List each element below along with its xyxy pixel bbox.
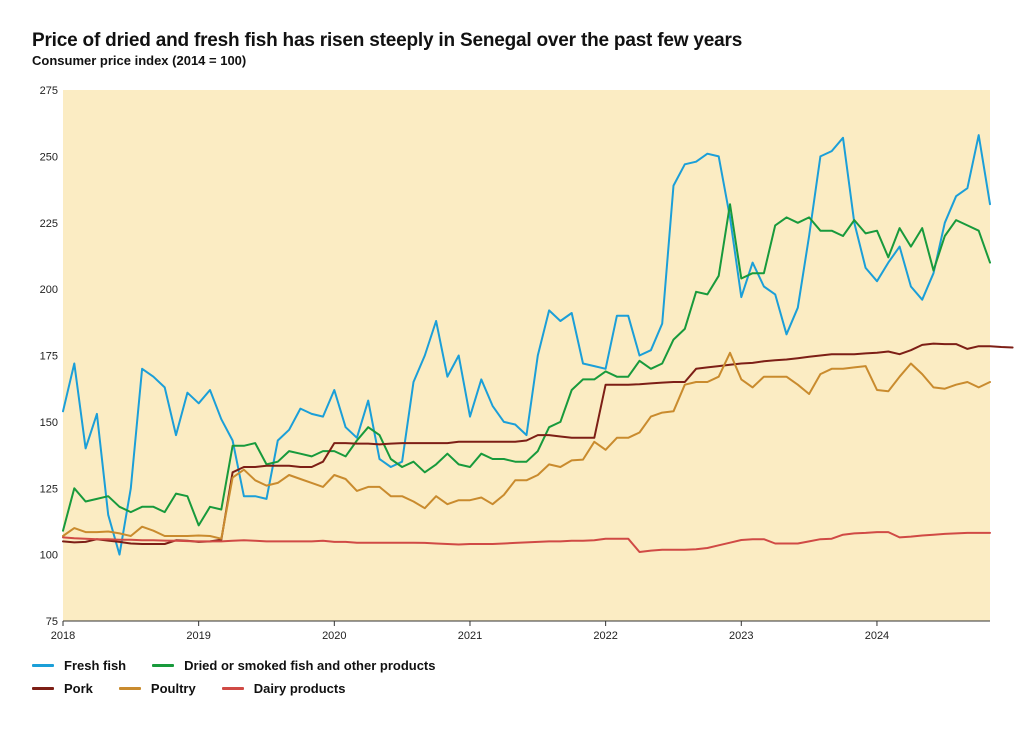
chart-legend: Fresh fish Dried or smoked fish and other…: [32, 654, 462, 700]
x-tick-label: 2019: [186, 630, 210, 642]
legend-label: Pork: [64, 681, 93, 696]
legend-label: Dried or smoked fish and other products: [184, 658, 436, 673]
x-tick-label: 2022: [593, 630, 617, 642]
y-tick-label: 100: [40, 550, 58, 562]
legend-label: Fresh fish: [64, 658, 127, 673]
legend-item: Fresh fish: [32, 658, 126, 673]
legend-label: Poultry: [150, 681, 196, 696]
series-line-3: [62, 351, 991, 540]
x-tick-label: 2024: [865, 630, 889, 642]
legend-label: Dairy products: [253, 681, 346, 696]
legend-swatch: [118, 687, 141, 690]
y-tick-label: 150: [40, 417, 58, 429]
y-tick-label: 75: [46, 616, 58, 628]
legend-row: Fresh fish Dried or smoked fish and other…: [32, 654, 462, 677]
series-line-0: [62, 134, 991, 556]
legend-item: Pork: [32, 681, 93, 696]
chart-title: Price of dried and fresh fish has risen …: [32, 30, 743, 51]
x-tick-label: 2021: [458, 630, 482, 642]
legend-swatch: [32, 664, 54, 667]
chart-subtitle: Consumer price index (2014 = 100): [32, 53, 247, 68]
x-tick-label: 2018: [51, 630, 75, 642]
legend-item: Poultry: [118, 681, 196, 696]
y-tick-label: 275: [40, 85, 58, 97]
series-line-2: [62, 342, 1014, 545]
y-tick-label: 225: [40, 218, 58, 230]
series-line-4: [62, 531, 991, 553]
legend-swatch: [152, 664, 175, 667]
legend-row: Pork Poultry Dairy products: [32, 677, 462, 700]
legend-item: Dried or smoked fish and other products: [152, 658, 436, 673]
y-tick-label: 250: [40, 151, 58, 163]
legend-item: Dairy products: [221, 681, 346, 696]
series-line-1: [62, 203, 991, 532]
legend-swatch: [32, 687, 54, 690]
y-tick-label: 200: [40, 284, 58, 296]
legend-swatch: [221, 687, 244, 690]
plot-background: [63, 90, 990, 621]
y-tick-label: 125: [40, 483, 58, 495]
x-tick-label: 2020: [322, 630, 346, 642]
y-tick-label: 175: [40, 351, 58, 363]
x-tick-label: 2023: [729, 630, 753, 642]
